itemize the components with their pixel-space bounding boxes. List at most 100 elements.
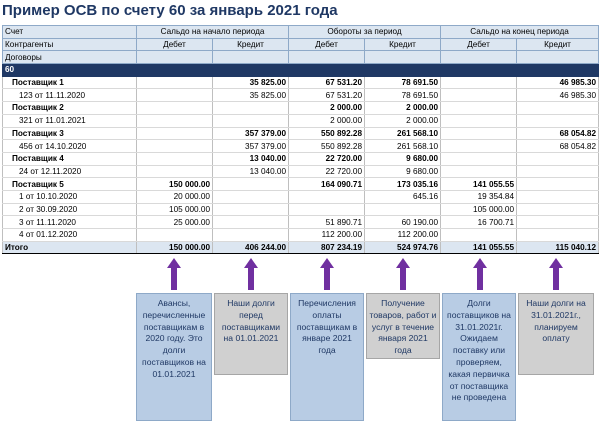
annotation-note: Наши долги на 31.01.2021г., планируем оп… xyxy=(518,293,594,375)
table-cell xyxy=(136,228,213,242)
table-cell: 141 055.55 xyxy=(440,177,518,191)
contract-name: 4 от 01.12.2020 xyxy=(2,228,137,242)
total-row: Итого 150 000.00 406 244.00 807 234.19 524 9… xyxy=(2,240,600,255)
table-cell xyxy=(440,101,518,115)
table-cell xyxy=(211,177,290,191)
table-cell xyxy=(211,114,290,128)
contract-name: 2 от 30.09.2020 xyxy=(2,203,137,217)
header-row-3: Договоры xyxy=(2,50,600,65)
table-cell xyxy=(440,165,518,179)
header-opening: Сальдо на начало периода xyxy=(135,25,290,39)
header-row-2: Контрагенты Дебет Кредит Дебет Кредит Де… xyxy=(2,37,600,52)
table-cell: 2 000.00 xyxy=(364,101,442,115)
table-cell: 51 890.71 xyxy=(288,215,366,229)
table-cell: 68 054.82 xyxy=(516,127,600,141)
table-cell xyxy=(516,190,600,204)
table-row: 321 от 11.01.2021 2 000.00 2 000.00 xyxy=(2,114,600,128)
total-cell: 406 244.00 xyxy=(211,240,290,255)
table-cell: 112 200.00 xyxy=(288,228,366,242)
annotation-note: Получение товаров, работ и услуг в течен… xyxy=(366,293,440,359)
table-cell: 16 700.71 xyxy=(440,215,518,229)
section-account: 60 xyxy=(2,63,137,77)
table-cell: 46 985.30 xyxy=(516,76,600,90)
table-cell: 22 720.00 xyxy=(288,152,366,166)
table-cell: 261 568.10 xyxy=(364,127,442,141)
contract-name: 456 от 14.10.2020 xyxy=(2,139,137,153)
table-cell: 35 825.00 xyxy=(211,76,290,90)
table-cell: 67 531.20 xyxy=(288,88,366,103)
up-arrow-icon xyxy=(244,258,258,290)
table-row: 1 от 10.10.2020 20 000.00 645.16 19 354.84 xyxy=(2,190,600,204)
table-cell: 67 531.20 xyxy=(288,76,366,90)
contract-name: 1 от 10.10.2020 xyxy=(2,190,137,204)
header-contracts: Договоры xyxy=(2,50,137,65)
table-cell: 22 720.00 xyxy=(288,165,366,179)
total-label: Итого xyxy=(2,240,137,255)
table-cell xyxy=(440,88,518,103)
annotation-note: Перечисления оплаты поставщикам в январе… xyxy=(290,293,364,421)
table-cell: 112 200.00 xyxy=(364,228,442,242)
table-cell xyxy=(211,190,290,204)
table-cell: 550 892.28 xyxy=(288,127,366,141)
table-cell: 150 000.00 xyxy=(136,177,213,191)
table-cell xyxy=(516,203,600,217)
table-cell xyxy=(516,215,600,229)
table-cell: 261 568.10 xyxy=(364,139,442,153)
table-cell xyxy=(364,203,442,217)
up-arrow-icon xyxy=(320,258,334,290)
header-credit: Кредит xyxy=(364,37,442,52)
table-cell xyxy=(288,190,366,204)
table-cell: 35 825.00 xyxy=(211,88,290,103)
supplier-name: Поставщик 2 xyxy=(2,101,137,115)
table-row: 24 от 12.11.2020 13 040.00 22 720.00 9 680.… xyxy=(2,165,600,179)
supplier-name: Поставщик 5 xyxy=(2,177,137,191)
table-cell xyxy=(136,139,213,153)
section-row: 60 xyxy=(2,63,600,77)
table-cell xyxy=(516,101,600,115)
table-cell xyxy=(440,76,518,90)
annotation-note: Авансы, перечисленные поставщикам в 2020… xyxy=(136,293,212,421)
up-arrow-icon xyxy=(549,258,563,290)
table-cell xyxy=(516,177,600,191)
contract-name: 3 от 11.11.2020 xyxy=(2,215,137,229)
header-account: Счет xyxy=(2,25,137,39)
table-cell xyxy=(440,127,518,141)
table-cell: 2 000.00 xyxy=(288,101,366,115)
table-cell xyxy=(136,114,213,128)
page-title: Пример ОСВ по счету 60 за январь 2021 го… xyxy=(2,2,338,19)
total-cell: 524 974.76 xyxy=(364,240,442,255)
table-cell xyxy=(211,203,290,217)
table-cell xyxy=(440,152,518,166)
table-cell xyxy=(136,152,213,166)
table-cell: 9 680.00 xyxy=(364,152,442,166)
table-cell: 46 985.30 xyxy=(516,88,600,103)
header-turnover: Обороты за период xyxy=(288,25,442,39)
table-cell: 2 000.00 xyxy=(288,114,366,128)
total-cell: 141 055.55 xyxy=(440,240,518,255)
table-cell xyxy=(211,228,290,242)
table-cell: 25 000.00 xyxy=(136,215,213,229)
table-cell xyxy=(288,203,366,217)
total-cell: 150 000.00 xyxy=(136,240,213,255)
header-credit: Кредит xyxy=(211,37,290,52)
table-cell xyxy=(136,165,213,179)
header-credit: Кредит xyxy=(516,37,600,52)
table-cell xyxy=(136,101,213,115)
table-cell xyxy=(440,228,518,242)
table-cell: 105 000.00 xyxy=(136,203,213,217)
supplier-name: Поставщик 1 xyxy=(2,76,137,90)
annotation-note: Наши долги перед поставщиками на 01.01.2… xyxy=(214,293,288,375)
table-cell xyxy=(516,228,600,242)
table-cell: 357 379.00 xyxy=(211,127,290,141)
table-cell: 20 000.00 xyxy=(136,190,213,204)
table-row: 456 от 14.10.2020 357 379.00 550 892.28 261… xyxy=(2,139,600,153)
table-cell xyxy=(211,101,290,115)
table-cell: 164 090.71 xyxy=(288,177,366,191)
up-arrow-icon xyxy=(396,258,410,290)
table-cell: 78 691.50 xyxy=(364,88,442,103)
table-cell: 550 892.28 xyxy=(288,139,366,153)
table-row: Поставщик 5 150 000.00 164 090.71 173 035.1… xyxy=(2,177,600,191)
header-debit: Дебет xyxy=(288,37,366,52)
table-cell: 13 040.00 xyxy=(211,165,290,179)
header-row-1: Счет Сальдо на начало периода Обороты за… xyxy=(2,25,600,39)
